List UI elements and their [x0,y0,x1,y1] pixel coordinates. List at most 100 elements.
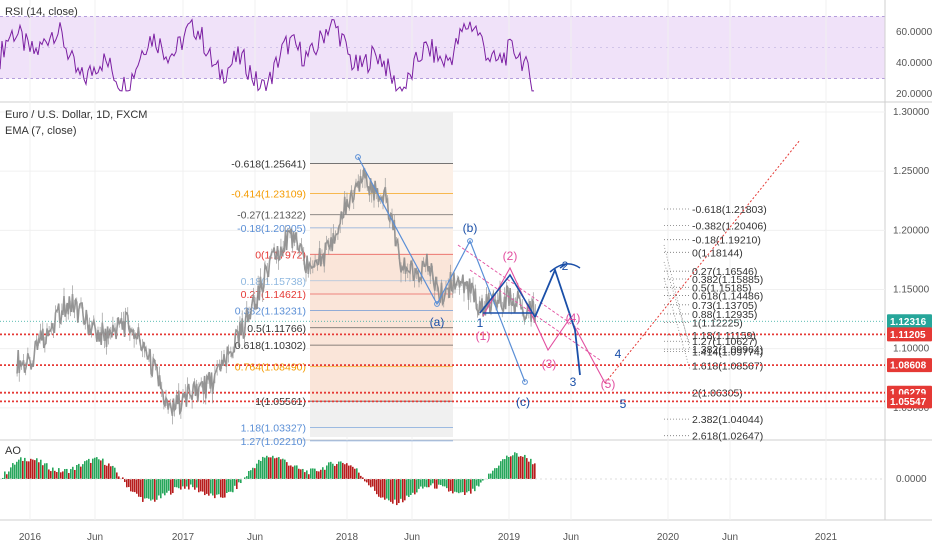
ao-bar [330,462,332,479]
fib-ext-label: 0(1.18144) [692,247,743,259]
ao-bar [220,479,222,497]
ao-bar [400,479,402,499]
ao-bar [526,458,528,479]
ao-bar [148,479,150,499]
ao-bar [50,471,52,479]
ao-bar [188,479,190,489]
ao-bar [352,467,354,479]
ao-bar [14,465,16,479]
ao-bar [144,479,146,498]
ao-bar [166,479,168,493]
ao-bar [398,479,400,503]
ao-bar [446,479,448,488]
x-axis-tick: Jun [722,532,738,543]
ao-bar [454,479,456,492]
fib-level-label: 0.618(1.10302) [235,340,306,352]
ao-bar [208,479,210,496]
ao-bar [410,479,412,495]
ao-bar [312,468,314,479]
rsi-axis-tick: 20.0000 [896,89,932,100]
ao-bar [318,471,320,479]
ao-bar [264,458,266,479]
ao-bar [282,459,284,479]
ao-bar [284,460,286,479]
fib-ext-label: 1(1.12225) [692,317,743,329]
red-level-tag-text: 1.05547 [890,397,927,408]
price-axis-tick: 1.30000 [893,107,930,118]
ao-bar [394,479,396,500]
fib-ext-label: -0.618(1.21803) [692,204,767,216]
ao-bar [210,479,212,493]
fib-ext-label: 1.414(1.09774) [692,346,763,358]
ao-bar [88,459,90,479]
ao-bar [444,479,446,486]
ao-bar [42,465,44,479]
ao-bar [164,479,166,495]
ao-bar [170,479,172,495]
ao-bar [22,461,24,479]
red-level-tag: 1.11205 [887,327,932,341]
ao-bar [178,479,180,488]
ao-bar [368,479,370,485]
ao-bar [470,479,472,494]
ao-bar [68,473,70,479]
ao-bar [480,479,482,483]
ao-bar [48,469,50,479]
ao-bar [92,459,94,479]
ao-bar [490,474,492,479]
ao-bar [84,461,86,479]
ao-bar [402,479,404,502]
ao-bar [424,479,426,487]
ao-bar [354,469,356,479]
ao-bar [420,479,422,487]
ao-bar [280,459,282,479]
ao-bar [350,465,352,479]
wave-label: 1 [477,316,484,330]
ao-bar [142,479,144,502]
ao-bar [406,479,408,496]
ao-bar [16,462,18,479]
ao-bar [128,479,130,487]
ao-bar [226,479,228,493]
ao-bar [528,462,530,479]
ao-bar [78,464,80,479]
ao-bar [522,457,524,479]
ao-bar [472,479,474,489]
ao-bar [288,466,290,479]
ao-bar [362,477,364,479]
ao-bar [240,479,242,483]
main-subtitle: EMA (7, close) [5,125,77,137]
ao-bar [70,469,72,479]
ao-bar [118,476,120,479]
ao-bar [202,479,204,492]
ao-bar [294,465,296,479]
ao-bar [158,479,160,495]
ao-bar [28,461,30,479]
ao-bar [292,467,294,479]
ao-bar [408,479,410,497]
ao-bar [258,460,260,479]
ao-bar [198,479,200,492]
ao-bar [488,474,490,479]
red-level-tag: 1.05547 [887,394,932,408]
ao-bar [532,464,534,479]
ao-title: AO [5,445,21,457]
ao-bar [4,471,6,479]
x-axis-tick: Jun [563,532,579,543]
ao-bar [358,473,360,479]
ao-bar [10,467,12,479]
wave-label: 2 [562,259,569,273]
ao-bar [412,479,414,493]
wave-label: (1) [476,329,491,343]
ao-bar [530,459,532,479]
ao-bar [140,479,142,497]
ao-bar [304,472,306,479]
ao-bar [74,470,76,479]
price-axis-tick: 1.20000 [893,225,930,236]
ao-bar [56,472,58,479]
ao-bar [174,479,176,487]
ao-bar [534,463,536,479]
ao-bar [334,466,336,479]
current-price-tag: 1.12316 [887,314,932,328]
ao-bar [116,472,118,479]
